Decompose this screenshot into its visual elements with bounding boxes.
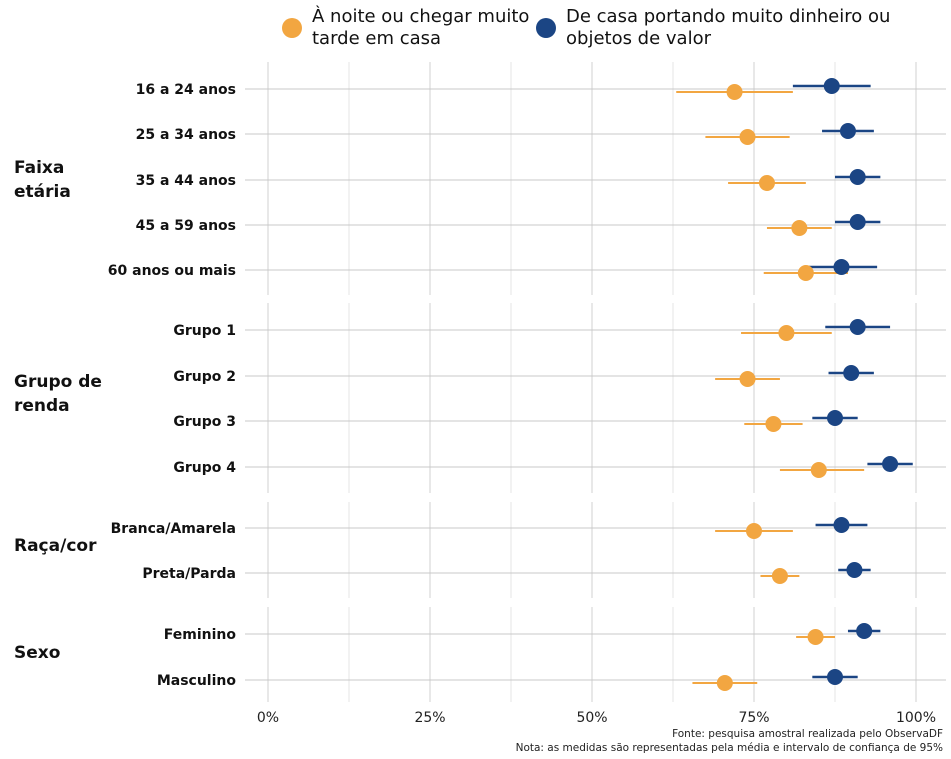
point-b bbox=[839, 123, 856, 139]
row-label: Grupo 1 bbox=[173, 323, 236, 339]
point-b bbox=[856, 623, 873, 639]
point-a bbox=[739, 371, 756, 387]
row-label: Feminino bbox=[164, 627, 237, 643]
legend-label-a: À noite ou chegar muito tarde em casa bbox=[312, 6, 530, 49]
row-label: Grupo 3 bbox=[173, 414, 236, 430]
legend-item-b: De casa portando muito dinheiro ou objet… bbox=[536, 6, 936, 50]
group-label: etária bbox=[14, 182, 71, 202]
group-label: Faixa bbox=[14, 158, 64, 178]
group-label: renda bbox=[14, 396, 70, 416]
point-b bbox=[823, 78, 840, 94]
legend: À noite ou chegar muito tarde em casa De… bbox=[0, 0, 951, 62]
x-tick-label: 0% bbox=[257, 710, 279, 726]
row-label: 16 a 24 anos bbox=[136, 82, 236, 98]
x-tick-label: 75% bbox=[738, 710, 769, 726]
row-label: 45 a 59 anos bbox=[136, 218, 236, 234]
point-a bbox=[807, 629, 824, 645]
point-b bbox=[833, 259, 850, 275]
point-a bbox=[791, 220, 808, 236]
point-b bbox=[849, 169, 866, 185]
point-a bbox=[758, 175, 775, 191]
x-tick-label: 50% bbox=[576, 710, 607, 726]
point-a bbox=[797, 265, 814, 281]
row-label: Masculino bbox=[157, 673, 237, 689]
source-note: Fonte: pesquisa amostral realizada pelo … bbox=[672, 728, 943, 740]
method-note: Nota: as medidas são representadas pela … bbox=[515, 742, 943, 754]
legend-dot-a-icon bbox=[282, 18, 302, 38]
x-tick-label: 25% bbox=[414, 710, 445, 726]
row-label: 25 a 34 anos bbox=[136, 127, 236, 143]
point-a bbox=[778, 325, 795, 341]
point-b bbox=[849, 214, 866, 230]
point-b bbox=[882, 456, 899, 472]
row-label: 35 a 44 anos bbox=[136, 173, 236, 189]
row-label: Preta/Parda bbox=[142, 566, 236, 582]
point-b bbox=[846, 562, 863, 578]
row-label: Branca/Amarela bbox=[111, 521, 236, 537]
row-label: Grupo 2 bbox=[173, 369, 236, 385]
point-b bbox=[827, 669, 843, 685]
row-label: Grupo 4 bbox=[173, 460, 236, 476]
point-a bbox=[810, 462, 827, 478]
legend-item-a: À noite ou chegar muito tarde em casa bbox=[282, 6, 542, 50]
legend-label-b: De casa portando muito dinheiro ou objet… bbox=[566, 6, 891, 49]
point-a bbox=[739, 129, 756, 145]
point-b bbox=[833, 517, 850, 533]
point-a bbox=[765, 416, 782, 432]
point-a bbox=[726, 84, 743, 100]
row-label: 60 anos ou mais bbox=[108, 263, 236, 279]
legend-dot-b-icon bbox=[536, 18, 556, 38]
group-label: Sexo bbox=[14, 643, 60, 663]
x-tick-label: 100% bbox=[896, 710, 936, 726]
point-a bbox=[716, 675, 733, 691]
point-b bbox=[843, 365, 860, 381]
group-label: Grupo de bbox=[14, 372, 102, 392]
point-b bbox=[827, 410, 843, 426]
group-label: Raça/cor bbox=[14, 536, 97, 556]
point-b bbox=[849, 319, 866, 335]
point-a bbox=[771, 568, 788, 584]
point-a bbox=[746, 523, 762, 539]
